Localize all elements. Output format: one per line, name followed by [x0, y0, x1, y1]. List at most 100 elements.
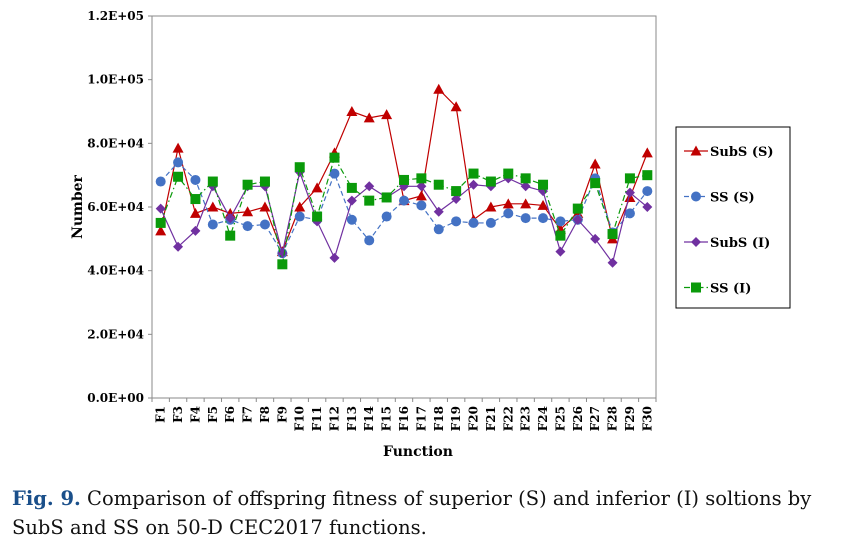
data-point: [485, 217, 496, 228]
legend-label: SS (S): [710, 191, 755, 206]
data-point: [173, 157, 184, 168]
data-point: [381, 211, 392, 222]
data-point: [520, 173, 531, 184]
legend-label: SS (I): [710, 282, 751, 297]
data-point: [607, 257, 618, 268]
y-tick-label: 6.0E+04: [87, 200, 144, 214]
data-point: [155, 217, 166, 228]
figure-caption-text: Comparison of offspring fitness of super…: [12, 487, 812, 539]
data-point: [364, 181, 375, 192]
x-tick-label: F14: [362, 406, 376, 431]
legend-box: [675, 126, 791, 309]
x-tick-label: F8: [258, 406, 272, 423]
data-point: [190, 225, 201, 236]
data-point: [399, 195, 409, 206]
data-point: [311, 182, 323, 193]
series-layer: [155, 83, 653, 270]
data-point: [468, 179, 479, 190]
data-point: [173, 241, 184, 252]
data-point: [242, 206, 254, 217]
legend: SubS (S) SS (S) SubS (I) SS (I): [675, 126, 791, 309]
x-tick-label: F23: [519, 406, 533, 431]
data-point: [590, 233, 601, 244]
y-tick-label: 2.0E+04: [87, 327, 144, 341]
figure-caption: Fig. 9. Comparison of offspring fitness …: [12, 484, 852, 542]
x-tick-label: F28: [606, 406, 620, 431]
data-point: [294, 211, 305, 222]
x-tick-label: F24: [536, 406, 550, 431]
x-tick-label: F4: [188, 406, 202, 423]
data-point: [277, 259, 288, 270]
data-point: [485, 201, 497, 212]
data-point: [364, 195, 375, 206]
data-point: [589, 158, 601, 169]
data-point: [155, 203, 166, 214]
data-point: [259, 201, 271, 212]
data-point: [190, 174, 201, 185]
data-point: [641, 147, 653, 158]
data-point: [433, 224, 444, 235]
x-tick-label: F29: [623, 406, 637, 431]
x-tick-label: F6: [223, 406, 237, 423]
data-point: [415, 190, 427, 201]
data-point: [294, 162, 305, 173]
data-point: [225, 213, 236, 224]
data-point: [624, 208, 635, 219]
x-axis-title: Function: [383, 444, 453, 460]
data-point: [173, 171, 184, 182]
x-tick-label: F11: [310, 406, 324, 431]
figure-label: Fig. 9.: [12, 487, 81, 510]
data-point: [642, 202, 653, 212]
data-point: [624, 187, 635, 198]
x-tick-label: F22: [501, 406, 515, 431]
data-point: [155, 225, 167, 236]
data-point: [207, 201, 219, 212]
data-point: [555, 246, 566, 257]
legend-marker: [691, 282, 701, 293]
data-point: [538, 213, 549, 224]
data-point: [259, 176, 270, 187]
data-point: [433, 83, 445, 94]
x-tick-label: F21: [484, 406, 498, 431]
x-tick-label: F16: [397, 406, 411, 431]
y-tick-label: 1.0E+05: [87, 73, 144, 87]
legend-marker: [691, 191, 701, 202]
data-point: [346, 214, 357, 225]
data-point: [572, 214, 583, 225]
data-point: [346, 106, 358, 116]
x-tick-label: F26: [571, 406, 585, 431]
data-point: [537, 199, 549, 210]
data-point: [416, 200, 427, 211]
data-point: [451, 194, 462, 205]
y-tick-label: 0.0E+00: [87, 391, 144, 405]
data-point: [450, 101, 462, 112]
data-point: [502, 198, 514, 209]
y-tick-label: 4.0E+04: [87, 264, 144, 278]
data-point: [607, 229, 618, 240]
data-point: [329, 152, 340, 163]
data-point: [242, 179, 253, 190]
y-tick-label: 1.2E+05: [87, 9, 144, 23]
data-point: [485, 176, 496, 187]
data-point: [416, 181, 427, 192]
data-point: [312, 211, 323, 222]
x-tick-label: F9: [275, 406, 289, 423]
x-tick-label: F13: [345, 406, 359, 431]
data-point: [590, 178, 601, 189]
data-point: [538, 179, 549, 190]
x-axis-ticks: F1 F3 F4 F5 F6 F7 F8 F9 F10 F11 F12 F13 F14 F15 F16 F17…: [151, 398, 657, 431]
data-point: [520, 198, 532, 209]
data-point: [364, 235, 375, 246]
x-tick-label: F3: [171, 406, 185, 423]
data-point: [224, 207, 236, 218]
data-point: [399, 174, 409, 185]
x-tick-label: F27: [588, 406, 602, 431]
data-point: [207, 219, 218, 230]
data-point: [503, 168, 514, 179]
x-tick-label: F5: [206, 406, 220, 423]
y-axis-ticks: 0.0E+00 2.0E+04 4.0E+04 6.0E+04 8.0E+04 1.0E+…: [87, 9, 152, 405]
data-point: [416, 173, 427, 184]
data-point: [190, 194, 201, 205]
x-tick-label: F25: [553, 406, 567, 431]
data-point: [207, 176, 218, 187]
